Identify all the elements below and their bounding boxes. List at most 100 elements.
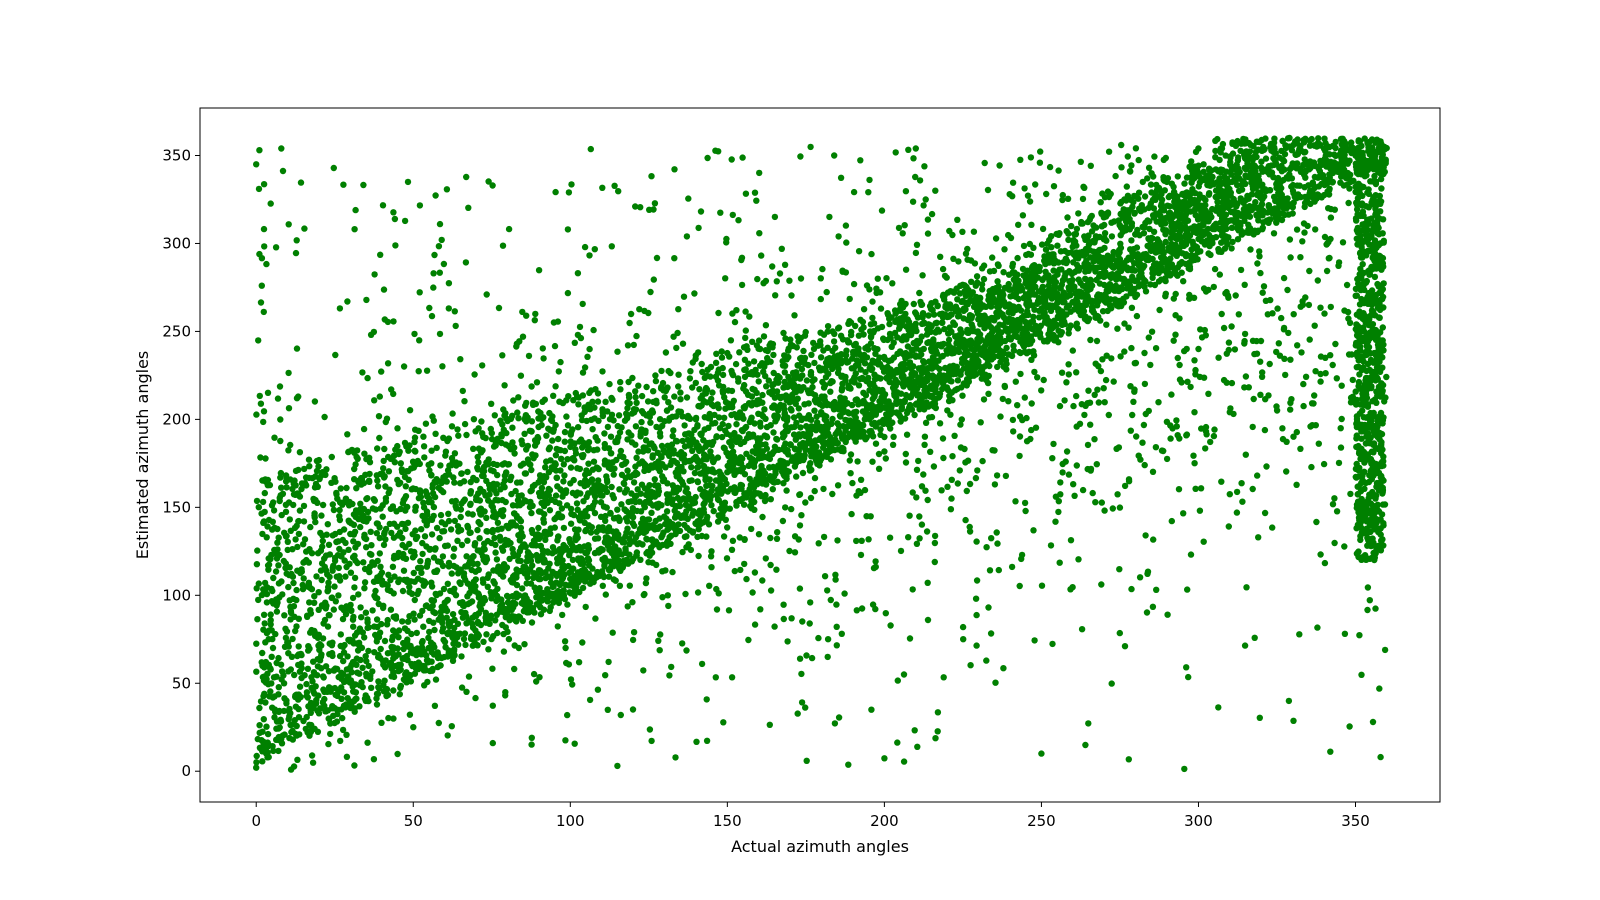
data-point	[632, 423, 640, 430]
data-point	[285, 405, 293, 412]
data-point	[643, 383, 650, 391]
data-point	[414, 564, 422, 572]
data-point	[679, 437, 686, 445]
data-point	[661, 394, 668, 401]
data-point	[869, 298, 876, 305]
data-point	[1232, 292, 1239, 299]
data-point	[1073, 392, 1080, 400]
data-point	[913, 494, 920, 501]
data-point	[677, 396, 684, 403]
data-point	[995, 566, 1002, 574]
data-point	[299, 585, 307, 593]
data-point	[606, 380, 613, 388]
data-point	[1301, 203, 1308, 211]
data-point	[882, 455, 889, 462]
data-point	[498, 431, 505, 438]
data-point	[653, 423, 660, 431]
data-point	[671, 166, 678, 173]
data-point	[816, 462, 823, 469]
data-point	[275, 580, 283, 587]
data-point	[561, 438, 568, 445]
data-point	[672, 437, 680, 444]
data-point	[802, 499, 809, 506]
data-point	[357, 523, 364, 531]
data-point	[612, 577, 619, 584]
data-point	[835, 233, 842, 240]
data-point	[374, 520, 381, 527]
data-point	[390, 209, 397, 216]
data-point	[354, 540, 362, 548]
data-point	[1145, 407, 1153, 415]
data-point	[1366, 597, 1374, 604]
data-point	[1020, 294, 1027, 302]
data-point	[650, 388, 657, 395]
data-point	[802, 704, 809, 711]
data-point	[430, 284, 437, 291]
data-point	[1379, 324, 1387, 331]
data-point	[551, 342, 559, 350]
data-point	[385, 571, 392, 578]
data-point	[733, 307, 740, 314]
data-point	[379, 202, 387, 209]
data-point	[1001, 246, 1008, 253]
data-point	[798, 699, 806, 706]
data-point	[1229, 238, 1236, 246]
data-point	[1135, 156, 1142, 164]
data-point	[1016, 452, 1023, 460]
data-point	[410, 464, 417, 471]
data-point	[922, 419, 930, 426]
data-point	[518, 492, 525, 499]
data-point	[1052, 518, 1059, 525]
data-point	[265, 516, 273, 524]
data-point	[464, 537, 471, 544]
data-point	[419, 550, 426, 558]
data-point	[319, 635, 327, 642]
data-point	[1228, 379, 1236, 387]
data-point	[972, 282, 979, 289]
data-point	[275, 534, 282, 541]
data-point	[827, 356, 834, 363]
data-point	[1262, 135, 1269, 142]
data-point	[738, 256, 745, 264]
data-point	[997, 413, 1004, 420]
data-point	[256, 392, 263, 400]
data-point	[1285, 697, 1293, 705]
data-point	[824, 636, 832, 643]
data-point	[894, 739, 901, 746]
data-point	[254, 547, 261, 554]
data-point	[1140, 421, 1148, 429]
data-point	[671, 255, 678, 262]
data-point	[1038, 582, 1046, 589]
data-point	[846, 457, 853, 464]
data-point	[902, 450, 909, 458]
data-point	[1085, 720, 1092, 727]
data-point	[307, 523, 314, 531]
data-point	[371, 623, 378, 630]
data-point	[449, 410, 456, 417]
data-point	[395, 627, 403, 634]
data-point	[970, 228, 978, 235]
data-point	[435, 243, 443, 250]
data-point	[260, 716, 267, 723]
data-point	[411, 447, 418, 454]
data-point	[704, 154, 711, 162]
data-point	[847, 470, 854, 477]
data-point	[745, 636, 752, 644]
data-point	[306, 599, 313, 606]
data-point	[736, 534, 743, 541]
data-point	[272, 244, 280, 251]
data-point	[450, 553, 457, 560]
data-point	[1183, 664, 1190, 671]
data-point	[550, 428, 557, 435]
data-point	[1072, 231, 1079, 238]
data-point	[319, 543, 326, 550]
data-point	[698, 660, 706, 668]
data-point	[808, 351, 815, 358]
data-point	[918, 483, 926, 490]
data-point	[1001, 382, 1008, 390]
data-point	[680, 293, 688, 300]
data-point	[1312, 226, 1319, 233]
data-point	[642, 444, 649, 451]
data-point	[259, 498, 267, 506]
data-point	[1338, 415, 1345, 423]
